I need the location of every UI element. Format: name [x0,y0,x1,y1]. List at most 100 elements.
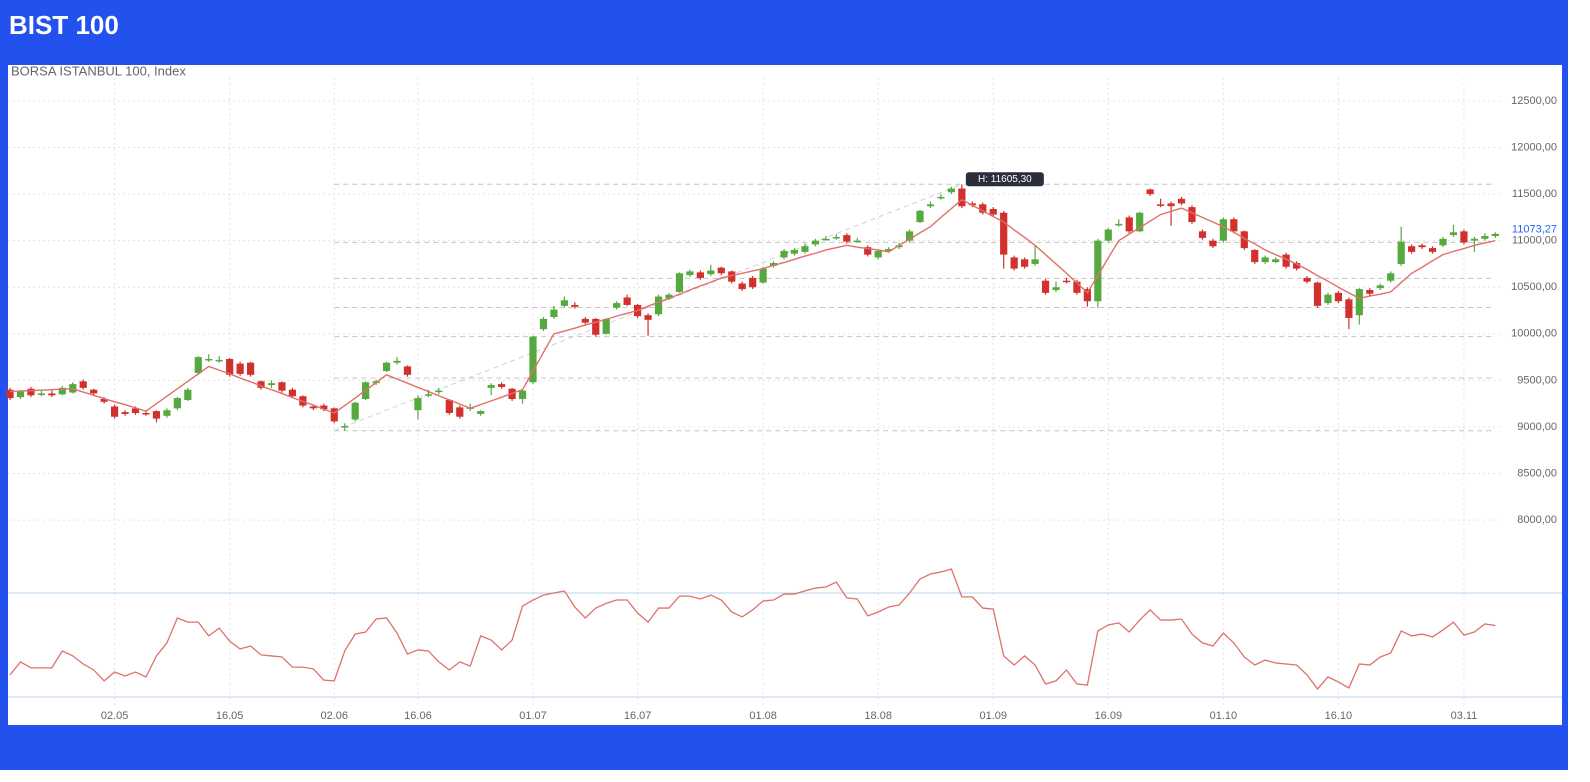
y-tick-label: 8500,00 [1517,467,1557,479]
candle-body [853,240,861,243]
candle-body [58,387,66,395]
candle-body [1240,231,1248,249]
candle-body [801,246,809,252]
candle-body [1021,259,1029,267]
candle-body [487,385,495,388]
candle-body [1261,257,1269,263]
y-tick-label: 11000,00 [1512,235,1557,247]
moving-average [9,198,1496,414]
candle-body [445,399,453,413]
candle-body [665,294,673,299]
candle-body [1460,231,1468,243]
candle-body [278,382,286,391]
x-tick-label: 16.09 [1095,710,1123,722]
candle-body [194,357,202,373]
candle-body [90,389,98,394]
candle-body [111,406,119,417]
x-tick-label: 16.06 [404,710,432,722]
candle-body [707,270,715,275]
candle-body [351,402,359,420]
candle-body [215,359,223,362]
candle-body [1428,248,1437,252]
candle-body [843,235,851,242]
candle-body [518,390,527,400]
candle-body [1324,294,1332,304]
candle-body [1062,280,1071,283]
candle-body [1157,204,1165,206]
y-tick-label: 9000,00 [1517,421,1557,433]
candle-body [393,360,401,363]
candle-body [759,268,767,283]
high-annotation: H: 11605,30 [978,174,1032,185]
candle-body [968,203,976,206]
candle-body [989,208,997,215]
chart-area [8,65,1562,725]
candle-body [1282,254,1290,267]
candle-body [382,362,391,372]
candle-body [581,318,589,323]
candle-body [288,389,297,397]
candle-body [1198,231,1207,238]
y-tick-label: 10500,00 [1511,281,1557,293]
candle-body [1366,290,1374,294]
candle-body [424,394,432,396]
candle-body [979,204,987,213]
candle-body [1219,219,1227,241]
candle-body [1073,281,1081,293]
candle-body [905,231,914,241]
candle-body [1010,257,1018,269]
candle-body [1418,245,1426,248]
candle-body [236,363,244,374]
candle-body [790,249,799,254]
candle-body [27,388,35,396]
candle-body [738,283,746,290]
candle-body [1397,241,1405,264]
candle-body [675,273,684,292]
candle-body [864,247,872,255]
candle-body [152,411,161,419]
candle-body [121,412,129,414]
candle-body [1136,212,1144,232]
candle-body [1313,282,1322,306]
x-tick-label: 16.05 [216,710,244,722]
x-tick-label: 18.08 [864,710,892,722]
candle-body [686,271,694,276]
candle-body [435,390,443,393]
chart-title: BORSA ISTANBUL 100, Index [11,63,186,78]
candle-body [895,245,903,248]
candle-body [560,300,568,306]
candle-body [769,263,778,266]
candle-body [1272,259,1280,263]
page-title: BIST 100 [9,10,119,40]
candle-body [1251,249,1259,263]
candle-body [1177,198,1186,204]
candle-body [1209,240,1217,247]
candle-body [539,318,548,330]
candle-body [822,238,830,241]
candle-body [1052,287,1060,291]
candle-body [1439,238,1447,246]
candle-body [1387,273,1395,281]
candle-body [1104,229,1112,241]
candle-body [1408,246,1416,252]
candle-body [184,389,192,400]
candle-body [623,297,631,305]
x-tick-label: 16.10 [1325,710,1353,722]
y-tick-label: 12500,00 [1511,95,1557,107]
candle-body [341,426,349,428]
candle-body [205,358,213,361]
candle-body [1345,299,1353,318]
y-tick-label: 11500,00 [1512,188,1557,200]
candle-body [330,408,338,422]
candle-body [1188,207,1196,223]
candle-body [267,383,276,386]
y-tick-label: 12000,00 [1511,141,1557,153]
candle-body [885,249,893,251]
candle-body [79,381,87,388]
x-tick-label: 02.06 [320,710,348,722]
candle-body [226,358,234,375]
candle-body [1449,232,1458,236]
candle-body [937,196,945,199]
